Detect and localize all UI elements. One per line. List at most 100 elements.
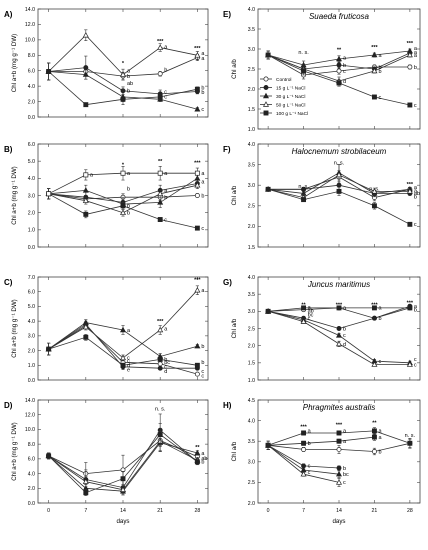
- y-tick-label: 3.5: [248, 292, 255, 298]
- y-tick-label: 4.0: [28, 471, 35, 477]
- data-point: [371, 428, 377, 434]
- chart-panel: G) Juncus maritimus 1.0 1.5 2.0 2.5 3.0 3.5 4.0 C…: [223, 275, 421, 384]
- data-point: [335, 470, 343, 477]
- data-series: [46, 166, 200, 200]
- annotation-label: c: [378, 95, 381, 101]
- y-tick-label: 5.0: [28, 304, 35, 310]
- data-point: [46, 453, 52, 459]
- annotation-label: c: [201, 369, 204, 375]
- data-point: [194, 52, 201, 58]
- y-tick-label: 4.0: [248, 418, 255, 424]
- y-axis-label: Chl a+b (mg g⁻¹ DW): [11, 34, 18, 92]
- y-tick-label: 0.0: [28, 501, 35, 507]
- annotation-label: a: [414, 304, 418, 310]
- panel-label: B): [4, 145, 13, 154]
- annotation-label: c: [378, 359, 381, 365]
- data-point: [194, 371, 200, 377]
- annotation-label: c: [343, 69, 346, 75]
- data-point: [82, 478, 89, 484]
- data-point: [301, 440, 307, 446]
- x-tick-label: 21: [157, 508, 163, 514]
- significance-marker: ***: [371, 45, 378, 51]
- annotation-label: a: [378, 306, 382, 312]
- data-point: [120, 170, 126, 176]
- significance-marker: **: [372, 420, 377, 426]
- significance-marker: ***: [336, 302, 343, 308]
- annotation-label: a: [164, 171, 168, 177]
- annotation-label: c: [164, 217, 167, 223]
- data-point: [406, 361, 413, 367]
- annotation-label: d: [127, 363, 130, 369]
- data-point: [120, 476, 126, 482]
- chart-panel: C) 0.0 1.0 2.0 3.0 4.0 5.0 6.0 7.0 Chl a+b (mg g⁻…: [4, 275, 209, 384]
- annotation-label: b: [201, 193, 204, 199]
- annotation-label: a: [308, 429, 312, 435]
- annotation-label: a: [378, 429, 382, 435]
- annotation-label: b: [378, 449, 381, 455]
- y-tick-label: 2.5: [248, 67, 255, 73]
- data-point: [265, 52, 271, 58]
- data-point: [301, 430, 307, 436]
- data-point: [335, 332, 343, 338]
- annotation-label: c: [343, 333, 346, 339]
- y-tick-label: 8.0: [28, 53, 35, 59]
- y-tick-label: 4.0: [28, 84, 35, 90]
- y-tick-label: 3.0: [248, 183, 255, 189]
- data-point: [157, 217, 163, 222]
- annotation-label: a: [201, 180, 205, 186]
- data-point: [119, 71, 127, 77]
- data-point: [194, 449, 201, 456]
- data-point: [46, 346, 52, 352]
- significance-marker: ***: [407, 301, 414, 307]
- data-point: [301, 305, 307, 311]
- data-point: [407, 64, 413, 70]
- y-tick-label: 4.0: [28, 176, 35, 182]
- annotation-label: c: [201, 107, 204, 113]
- annotation-label: n. s.: [405, 433, 416, 439]
- panel-label: C): [4, 278, 13, 287]
- annotation-label: a: [127, 171, 131, 177]
- data-point: [157, 356, 163, 362]
- data-point: [83, 334, 89, 340]
- annotation-label: a: [201, 51, 205, 57]
- y-tick-label: 14.0: [25, 7, 35, 13]
- annotation-label: n. s.: [155, 407, 166, 413]
- annotation-label: ab: [414, 191, 420, 197]
- x-tick-label: 28: [407, 508, 413, 514]
- data-point: [371, 67, 378, 74]
- data-point: [194, 286, 201, 293]
- y-tick-label: 2.5: [248, 480, 255, 486]
- data-point: [335, 171, 343, 178]
- annotation-label: b: [164, 195, 167, 201]
- data-point: [265, 308, 271, 314]
- data-series: [265, 50, 413, 108]
- data-point: [120, 362, 126, 368]
- annotation-label: a: [343, 439, 347, 445]
- annotation-label: b: [343, 63, 346, 69]
- significance-marker: ***: [194, 46, 201, 52]
- data-point: [83, 102, 89, 108]
- data-series: [265, 305, 413, 314]
- annotation-label: b: [343, 466, 346, 472]
- annotation-label: b: [378, 65, 381, 71]
- y-tick-label: 2.0: [248, 224, 255, 230]
- annotation-label: c: [201, 226, 204, 232]
- x-tick-label: 0: [47, 508, 50, 514]
- annotation-label: a: [378, 53, 382, 59]
- data-point: [336, 305, 342, 311]
- y-tick-label: 2.5: [248, 326, 255, 332]
- panel-title: Phragmites australis: [303, 403, 375, 412]
- annotation-label: b: [127, 210, 130, 216]
- annotation-label: c: [127, 359, 130, 365]
- annotation-label: ab: [308, 308, 314, 314]
- annotation-label: b: [378, 69, 381, 75]
- y-tick-label: 10.0: [25, 427, 35, 433]
- data-point: [336, 446, 342, 452]
- data-series: [265, 433, 377, 450]
- significance-marker: ***: [194, 161, 201, 167]
- data-point: [157, 199, 164, 205]
- y-tick-label: 3.0: [248, 47, 255, 53]
- panel-label: D): [4, 401, 13, 410]
- annotation-label: n. s.: [298, 50, 309, 56]
- panel-label: H): [223, 401, 232, 410]
